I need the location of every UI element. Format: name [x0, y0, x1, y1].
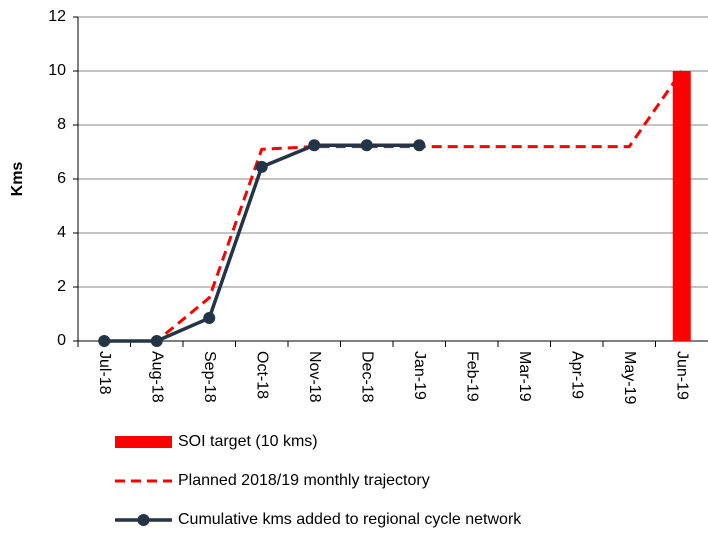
legend-label: SOI target (10 kms): [178, 433, 318, 450]
y-tick-label: 10: [48, 62, 66, 79]
x-tick-label: Nov-18: [306, 351, 323, 403]
x-tick-label: Jun-19: [674, 351, 691, 400]
line: [104, 70, 683, 343]
x-tick-label: Sep-18: [201, 351, 218, 403]
x-tick-label: Feb-19: [464, 351, 481, 402]
y-tick-label: 2: [57, 278, 66, 295]
marker: [308, 139, 321, 152]
marker: [255, 160, 268, 173]
bar: [672, 71, 691, 341]
legend-label: Planned 2018/19 monthly trajectory: [178, 472, 430, 489]
y-axis-label: Kms: [9, 162, 26, 197]
y-tick-label: 4: [57, 224, 66, 241]
line: [104, 143, 420, 343]
x-tick-label: Aug-18: [149, 351, 166, 403]
x-tick-label: Jul-18: [96, 351, 113, 395]
x-tick-label: Mar-19: [516, 351, 533, 402]
marker: [203, 312, 216, 325]
legend-label: Cumulative kms added to regional cycle n…: [178, 511, 522, 528]
marker: [98, 335, 111, 347]
marker: [150, 335, 163, 347]
y-tick-label: 12: [48, 8, 66, 25]
x-tick-label: May-19: [621, 351, 638, 404]
legend-swatch: [137, 514, 150, 526]
y-tick-label: 8: [57, 116, 66, 133]
x-tick-label: Apr-19: [569, 351, 586, 399]
x-tick-label: Dec-18: [359, 351, 376, 403]
y-tick-label: 6: [57, 170, 66, 187]
x-tick-label: Jan-19: [411, 351, 428, 400]
legend-swatch: [115, 436, 172, 448]
x-tick-label: Oct-18: [254, 351, 271, 399]
y-tick-label: 0: [57, 332, 66, 349]
marker: [413, 139, 426, 152]
marker: [360, 139, 373, 152]
